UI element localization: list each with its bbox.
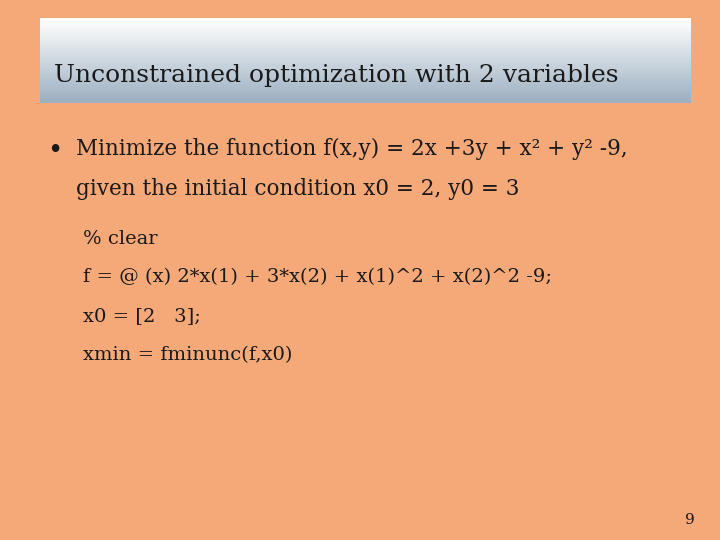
Bar [40, 18, 691, 21]
Bar [40, 24, 691, 26]
Bar [40, 59, 691, 60]
Bar [40, 100, 691, 103]
Text: Minimize the function f(x,y) = 2x +3y + x² + y² -9,: Minimize the function f(x,y) = 2x +3y + … [76, 138, 627, 160]
Bar [40, 64, 691, 66]
Bar [40, 39, 691, 41]
Bar [40, 67, 691, 69]
Text: x0 = [2   3];: x0 = [2 3]; [83, 307, 201, 325]
Bar [40, 91, 691, 93]
Bar [40, 52, 691, 54]
Bar [40, 80, 691, 82]
Bar [40, 26, 691, 29]
Bar [40, 83, 691, 84]
Bar [40, 77, 691, 79]
Bar [40, 37, 691, 38]
Bar [40, 56, 691, 58]
Bar [40, 38, 691, 40]
Bar [40, 78, 691, 80]
Bar [40, 53, 691, 55]
Bar [40, 40, 691, 43]
Bar [40, 97, 691, 98]
Bar [40, 69, 691, 71]
Text: •: • [47, 138, 62, 163]
Bar [40, 66, 691, 68]
Bar [40, 74, 691, 76]
Bar [40, 48, 691, 50]
Text: given the initial condition x0 = 2, y0 = 3: given the initial condition x0 = 2, y0 =… [76, 178, 519, 200]
Bar [40, 92, 691, 94]
Bar [40, 32, 691, 34]
Bar [40, 81, 691, 83]
Bar [40, 87, 691, 89]
Bar [40, 99, 691, 101]
Text: f = @ (x) 2*x(1) + 3*x(2) + x(1)^2 + x(2)^2 -9;: f = @ (x) 2*x(1) + 3*x(2) + x(1)^2 + x(2… [83, 268, 552, 286]
Bar [40, 55, 691, 57]
Text: 9: 9 [685, 512, 695, 526]
Text: Unconstrained optimization with 2 variables: Unconstrained optimization with 2 variab… [54, 64, 618, 87]
Bar [40, 20, 691, 22]
Bar [40, 46, 691, 48]
Bar [40, 76, 691, 77]
Bar [40, 33, 691, 36]
Bar [40, 98, 691, 100]
Bar [40, 95, 691, 97]
Bar [40, 63, 691, 65]
Bar [40, 42, 691, 44]
Bar [40, 30, 691, 31]
Text: % clear: % clear [83, 230, 157, 247]
Bar [40, 45, 691, 47]
Bar [40, 49, 691, 51]
Bar [40, 31, 691, 33]
Bar [40, 35, 691, 37]
Bar [40, 71, 691, 73]
Bar [40, 25, 691, 27]
Bar [40, 90, 691, 91]
Bar [40, 50, 691, 52]
Bar [40, 93, 691, 96]
Bar [40, 84, 691, 86]
Bar [40, 23, 691, 24]
Bar [40, 88, 691, 90]
Bar [40, 57, 691, 59]
Bar [40, 43, 691, 45]
Bar [40, 60, 691, 62]
Bar [40, 70, 691, 72]
Text: xmin = fminunc(f,x0): xmin = fminunc(f,x0) [83, 346, 292, 364]
Bar [40, 85, 691, 87]
Bar [40, 62, 691, 64]
Bar [40, 28, 691, 30]
Bar [40, 73, 691, 75]
Bar [40, 21, 691, 23]
